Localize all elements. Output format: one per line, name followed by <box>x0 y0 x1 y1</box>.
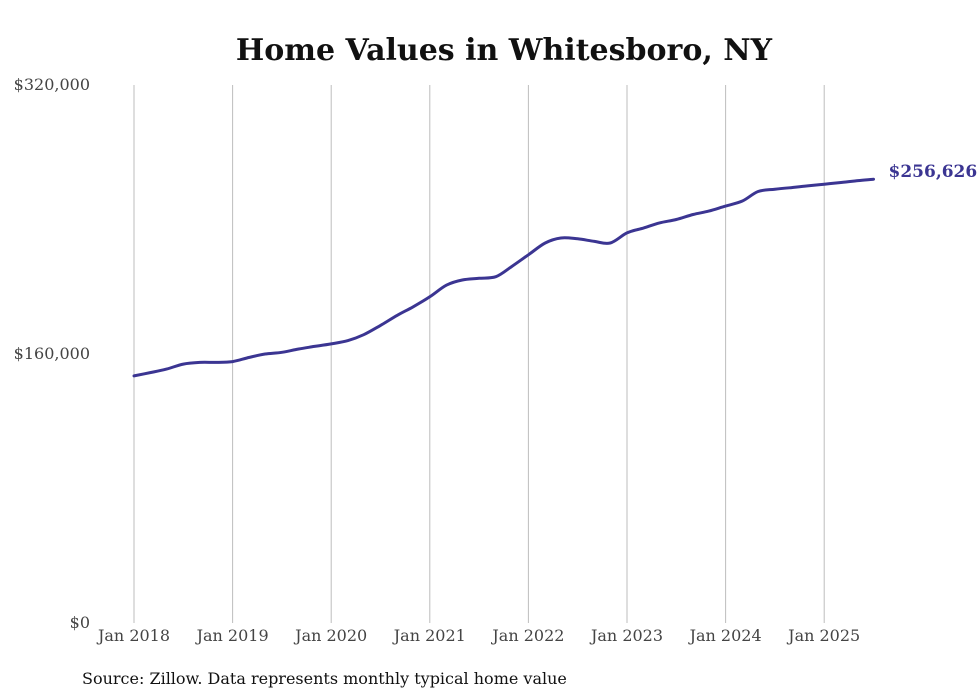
y-tick-label: $0 <box>70 613 90 632</box>
end-value-label: $256,626 <box>889 162 978 182</box>
series-line <box>132 177 875 378</box>
y-tick-label: $160,000 <box>14 344 90 363</box>
y-tick-label: $320,000 <box>14 75 90 94</box>
grid-lines <box>133 85 825 623</box>
x-tick-label: Jan 2025 <box>786 626 860 645</box>
x-tick-label: Jan 2018 <box>96 626 170 645</box>
x-tick-label: Jan 2023 <box>589 626 663 645</box>
x-tick-label: Jan 2020 <box>293 626 367 645</box>
source-note: Source: Zillow. Data represents monthly … <box>82 669 567 688</box>
x-axis: Jan 2018 Jan 2019 Jan 2020 Jan 2021 Jan 2022… <box>96 626 860 645</box>
chart-title: Home Values in Whitesboro, NY <box>236 33 773 68</box>
y-axis: $0 $160,000 $320,000 <box>14 75 90 632</box>
x-tick-label: Jan 2021 <box>392 626 466 645</box>
x-tick-label: Jan 2019 <box>195 626 269 645</box>
x-tick-label: Jan 2022 <box>490 626 564 645</box>
x-tick-label: Jan 2024 <box>688 626 762 645</box>
